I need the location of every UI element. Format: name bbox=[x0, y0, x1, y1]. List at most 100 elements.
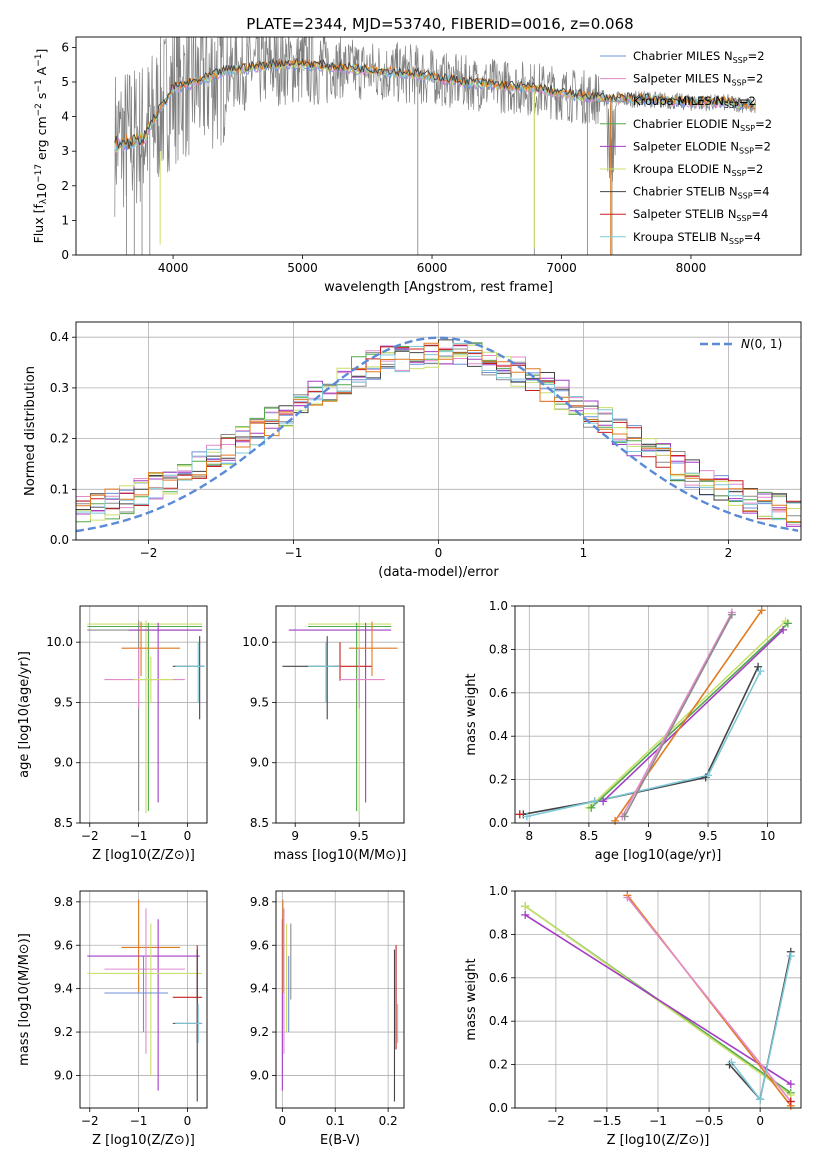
y-tick-label: 8.5 bbox=[54, 816, 73, 830]
legend-entry: Kroupa STELIB NSSP=4 bbox=[633, 230, 761, 246]
x-tick-label: 4000 bbox=[158, 261, 189, 275]
y-tick-label: 0.0 bbox=[489, 816, 508, 830]
plot-area bbox=[524, 894, 792, 1107]
panel-mass_vs_ebv: 0 0.1 0.2 9.0 9.2 9.4 9.6 9.8 E(B-V) bbox=[250, 890, 405, 1148]
y-tick-label: 0.0 bbox=[489, 1101, 508, 1115]
y-tick-label: 1 bbox=[61, 213, 69, 227]
x-tick-label: 5000 bbox=[287, 261, 318, 275]
x-tick-label: 8.5 bbox=[579, 829, 598, 843]
x-tick-label: 8000 bbox=[676, 261, 707, 275]
weight-line bbox=[590, 622, 789, 809]
weight-line bbox=[623, 614, 733, 817]
plot-area bbox=[282, 620, 398, 814]
y-tick-label: 0.4 bbox=[489, 729, 508, 743]
panel-residuals: −2 −1 0 1 2 0.0 0.1 0.2 0.3 0.4 (data-model)/error… bbox=[23, 321, 802, 580]
x-tick-label: 0.2 bbox=[379, 1114, 398, 1128]
x-axis-label: Z [log10(Z/Z⊙)] bbox=[92, 1133, 195, 1148]
y-tick-label: 2 bbox=[61, 179, 69, 193]
plot-area bbox=[87, 620, 205, 814]
weight-line bbox=[626, 896, 792, 1103]
y-tick-label: 4 bbox=[61, 110, 69, 124]
legend-entry: Chabrier ELODIE NSSP=2 bbox=[633, 117, 772, 133]
panel-weight_vs_age: 8 8.5 9 9.5 10 0.0 0.2 0.4 0.6 0.8 1.0 age [log10(a… bbox=[464, 599, 802, 863]
x-axis-label: E(B-V) bbox=[320, 1133, 360, 1148]
y-tick-label: 0.6 bbox=[489, 971, 508, 985]
x-tick-label: 9 bbox=[645, 829, 653, 843]
panel-weight_vs_Z: −2 −1.5 −1 −0.5 0 0.0 0.2 0.4 0.6 0.8 1.0 Z [log10(… bbox=[464, 884, 802, 1148]
x-tick-label: 0 bbox=[184, 1114, 192, 1128]
legend-entry: Chabrier MILES NSSP=2 bbox=[633, 49, 765, 65]
y-tick-label: 0.8 bbox=[489, 642, 508, 656]
y-tick-label: 9.6 bbox=[250, 938, 269, 952]
x-tick-label: −2 bbox=[81, 1114, 99, 1128]
x-tick-label: −1 bbox=[285, 546, 303, 560]
normal-curve bbox=[76, 336, 799, 533]
y-tick-label: 6 bbox=[61, 40, 69, 54]
panel-mass_vs_Z: −2 −1 0 9.0 9.2 9.4 9.6 9.8 Z [log10(Z/Z⊙)] mass … bbox=[17, 890, 208, 1148]
y-tick-label: 0 bbox=[61, 248, 69, 262]
axes-frame bbox=[79, 605, 208, 824]
axes-frame bbox=[75, 321, 802, 541]
x-tick-label: 8 bbox=[525, 829, 533, 843]
y-tick-label: 3 bbox=[61, 144, 69, 158]
y-tick-label: 0.4 bbox=[489, 1014, 508, 1028]
x-tick-label: −1 bbox=[649, 1114, 667, 1128]
axes-frame bbox=[514, 890, 802, 1109]
x-tick-label: 0 bbox=[184, 829, 192, 843]
x-tick-label: −0.5 bbox=[695, 1114, 724, 1128]
y-tick-label: 0.2 bbox=[489, 1058, 508, 1072]
weight-line bbox=[524, 914, 792, 1085]
plot-area bbox=[281, 899, 399, 1102]
x-axis-label: Z [log10(Z/Z⊙)] bbox=[92, 848, 195, 863]
legend-entry: Salpeter STELIB NSSP=4 bbox=[633, 207, 768, 223]
plot-area bbox=[76, 336, 801, 533]
y-tick-label: 9.0 bbox=[54, 756, 73, 770]
legend-entry: Salpeter ELODIE NSSP=2 bbox=[633, 139, 771, 155]
figure-title: PLATE=2344, MJD=53740, FIBERID=0016, z=0… bbox=[246, 15, 633, 33]
axes-frame bbox=[514, 605, 802, 824]
y-tick-label: 10.0 bbox=[46, 635, 73, 649]
y-tick-label: 9.0 bbox=[250, 1068, 269, 1082]
y-tick-label: 0.8 bbox=[489, 927, 508, 941]
x-tick-label: −2 bbox=[81, 829, 99, 843]
x-axis-label: age [log10(age/yr)] bbox=[595, 848, 722, 863]
weight-line bbox=[602, 629, 784, 802]
axes-frame bbox=[79, 890, 208, 1109]
y-tick-label: 0.3 bbox=[50, 381, 69, 395]
x-tick-label: −1 bbox=[130, 829, 148, 843]
model-spectrum-line bbox=[114, 57, 756, 150]
y-tick-label: 9.8 bbox=[54, 895, 73, 909]
x-tick-label: 0 bbox=[756, 1114, 764, 1128]
x-tick-label: −2 bbox=[547, 1114, 565, 1128]
x-tick-label: 10 bbox=[760, 829, 775, 843]
x-tick-label: −1.5 bbox=[592, 1114, 621, 1128]
y-tick-label: 9.8 bbox=[250, 895, 269, 909]
y-tick-label: 10.0 bbox=[242, 635, 269, 649]
panel-spectrum: 4000 5000 6000 7000 8000 0 1 2 3 4 5 6 wavelength [A… bbox=[31, 36, 802, 295]
x-tick-label: 7000 bbox=[546, 261, 577, 275]
y-tick-label: 9.4 bbox=[250, 982, 269, 996]
y-tick-label: 9.6 bbox=[54, 938, 73, 952]
axes-frame bbox=[275, 890, 405, 1109]
x-tick-label: 0.1 bbox=[326, 1114, 345, 1128]
x-tick-label: −2 bbox=[140, 546, 158, 560]
legend-entry: Kroupa ELODIE NSSP=2 bbox=[633, 162, 763, 178]
legend-entry: N(0, 1) bbox=[741, 337, 782, 351]
y-tick-label: 1.0 bbox=[489, 599, 508, 613]
y-axis-label: Flux [fλ10−17 erg cm−2 s−1 A−1] bbox=[31, 49, 49, 244]
y-tick-label: 0.4 bbox=[50, 330, 69, 344]
y-tick-label: 9.4 bbox=[54, 982, 73, 996]
y-axis-label: age [log10(age/yr)] bbox=[17, 651, 32, 778]
x-axis-label: mass [log10(M/M⊙)] bbox=[274, 848, 407, 863]
x-axis-label: (data-model)/error bbox=[378, 565, 499, 580]
axes-frame bbox=[75, 36, 802, 256]
weight-line bbox=[524, 905, 792, 1096]
x-tick-label: 1 bbox=[580, 546, 588, 560]
y-axis-label: mass weight bbox=[464, 958, 479, 1040]
x-tick-label: 9 bbox=[291, 829, 299, 843]
y-tick-label: 9.0 bbox=[250, 756, 269, 770]
plot-area bbox=[114, 37, 757, 255]
histogram-series bbox=[76, 342, 801, 523]
y-tick-label: 0.6 bbox=[489, 686, 508, 700]
x-tick-label: 0 bbox=[435, 546, 443, 560]
